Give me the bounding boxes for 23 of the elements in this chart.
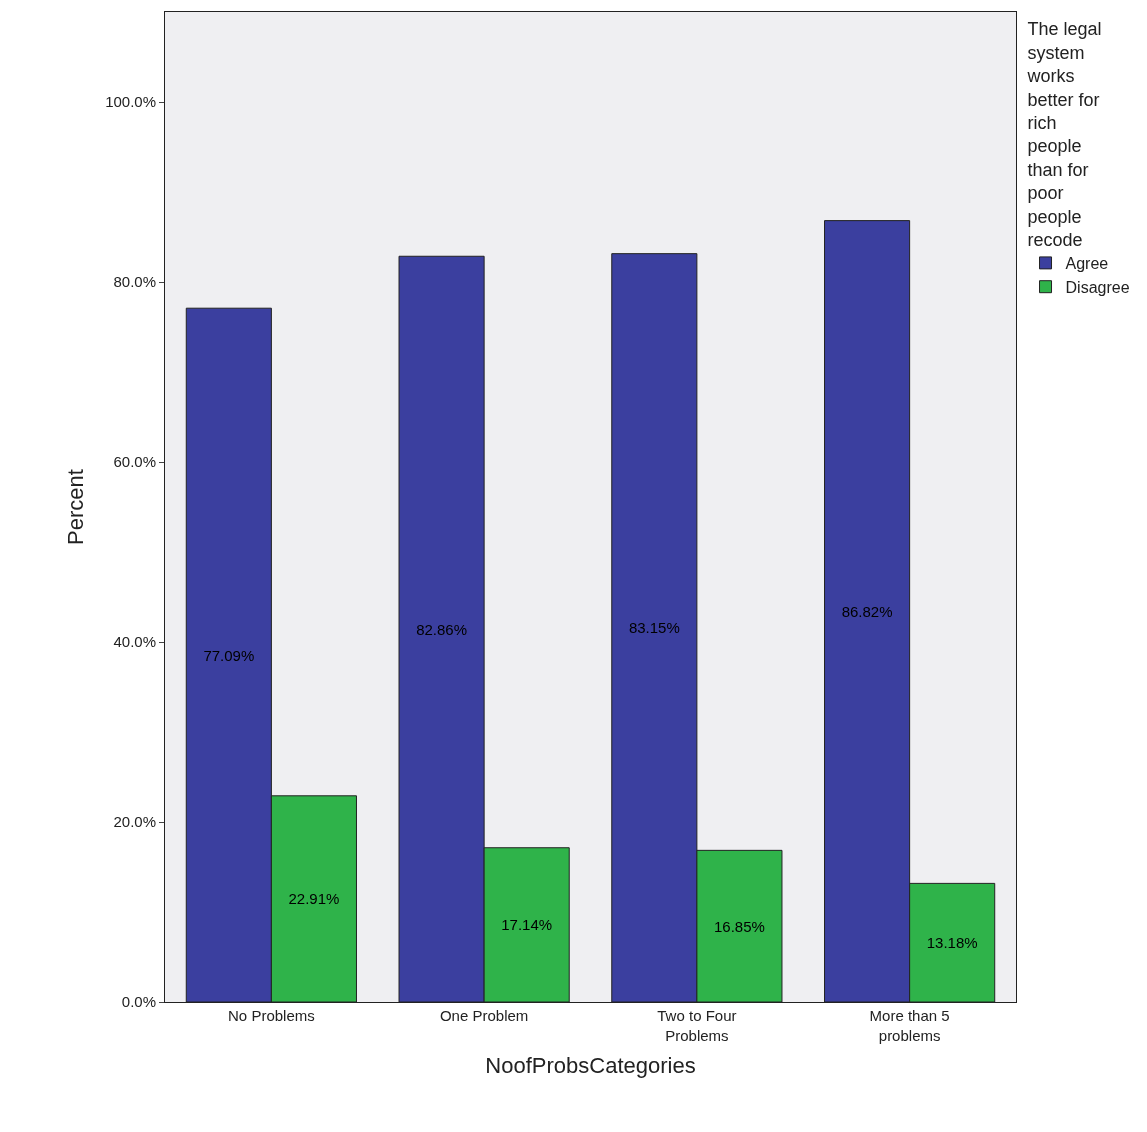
legend-label: Disagree: [1065, 278, 1130, 296]
data-label: 86.82%: [841, 602, 893, 620]
data-label: 22.91%: [288, 890, 340, 908]
data-label: 77.09%: [203, 646, 255, 664]
x-axis-title: NoofProbsCategories: [485, 1053, 696, 1079]
x-tick-label: One Problem: [439, 1007, 529, 1024]
data-label: 16.85%: [713, 917, 765, 935]
y-tick-label: 0.0%: [121, 993, 156, 1011]
x-tick-label: More than 5 problems: [869, 1007, 950, 1044]
text: The legal system works better for rich people than for poor people recode: [1027, 19, 1102, 250]
data-label: 83.15%: [628, 619, 680, 637]
y-tick-label: 100.0%: [105, 93, 156, 111]
y-tick-label: 80.0%: [113, 273, 156, 291]
y-tick-label: 60.0%: [113, 453, 156, 471]
legend-label: Agree: [1065, 255, 1109, 273]
data-label: 13.18%: [926, 934, 978, 952]
data-label: 17.14%: [501, 916, 553, 934]
x-tick-label: Two to Four Problems: [657, 1007, 737, 1044]
y-axis-title: Percent: [62, 469, 88, 545]
data-label: 82.86%: [416, 620, 468, 638]
y-tick-label: 20.0%: [113, 813, 156, 831]
y-tick-label: 40.0%: [113, 633, 156, 651]
x-tick-label: No Problems: [228, 1007, 315, 1024]
